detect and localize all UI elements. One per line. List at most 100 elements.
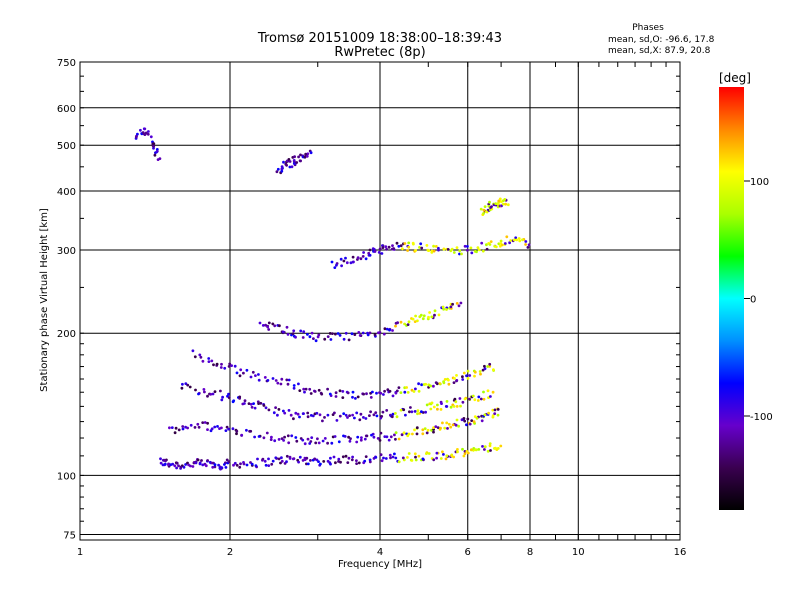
data-point bbox=[277, 457, 281, 461]
data-point bbox=[419, 242, 423, 246]
data-point bbox=[309, 414, 313, 417]
data-point bbox=[312, 337, 315, 340]
data-point bbox=[294, 436, 298, 439]
data-point bbox=[238, 374, 242, 378]
data-point bbox=[407, 245, 411, 249]
data-point bbox=[213, 425, 217, 429]
data-point bbox=[263, 459, 267, 463]
data-point bbox=[267, 457, 270, 461]
data-point bbox=[181, 382, 184, 386]
data-point bbox=[194, 461, 198, 465]
data-point bbox=[189, 464, 192, 468]
data-point bbox=[257, 373, 260, 376]
data-point bbox=[489, 449, 492, 452]
data-point bbox=[317, 388, 321, 392]
data-point bbox=[436, 407, 439, 411]
data-point bbox=[369, 396, 373, 399]
data-point bbox=[383, 327, 387, 331]
data-point bbox=[253, 435, 256, 439]
data-point bbox=[416, 319, 419, 323]
data-point bbox=[316, 437, 319, 441]
data-point bbox=[455, 374, 458, 377]
data-point bbox=[382, 456, 385, 460]
y-axis-label: Stationary phase Virtual Height [km] bbox=[39, 208, 50, 392]
data-point bbox=[221, 395, 225, 399]
data-point bbox=[459, 301, 463, 305]
data-point bbox=[512, 238, 516, 242]
data-point bbox=[414, 455, 417, 459]
data-point bbox=[267, 321, 271, 325]
data-point bbox=[227, 427, 231, 431]
data-point bbox=[400, 433, 404, 437]
data-point bbox=[493, 408, 497, 412]
data-point bbox=[279, 382, 283, 386]
data-point bbox=[348, 414, 351, 417]
data-point bbox=[368, 248, 372, 252]
data-point bbox=[306, 333, 309, 336]
data-point bbox=[452, 455, 455, 459]
data-point bbox=[455, 405, 459, 408]
colorbar: [deg] 100 0 -100 bbox=[719, 71, 773, 510]
data-point bbox=[369, 410, 372, 414]
data-point bbox=[441, 305, 445, 309]
data-point bbox=[269, 438, 273, 441]
data-point bbox=[347, 338, 351, 342]
data-point bbox=[375, 391, 378, 395]
data-point bbox=[350, 332, 354, 336]
data-point bbox=[460, 252, 463, 256]
data-point bbox=[387, 245, 391, 249]
data-point bbox=[333, 266, 337, 269]
data-point bbox=[390, 415, 394, 419]
data-point bbox=[365, 392, 368, 396]
data-point bbox=[180, 386, 184, 390]
data-point bbox=[196, 458, 200, 462]
chart-title: Tromsø 20151009 18:38:00–18:39:43 bbox=[257, 31, 502, 46]
data-point bbox=[302, 330, 306, 334]
data-point bbox=[410, 459, 414, 462]
data-point bbox=[267, 464, 271, 467]
data-point bbox=[458, 252, 461, 256]
colorbar-label: [deg] bbox=[719, 71, 751, 85]
data-point bbox=[308, 442, 312, 445]
x-axis-label: Frequency [MHz] bbox=[338, 559, 422, 570]
data-point bbox=[394, 412, 397, 415]
data-point bbox=[462, 454, 466, 458]
data-point bbox=[289, 413, 293, 417]
data-point bbox=[458, 249, 462, 253]
data-point bbox=[430, 401, 434, 405]
data-point bbox=[419, 313, 423, 317]
data-point bbox=[385, 435, 389, 439]
data-point bbox=[436, 426, 440, 429]
data-point bbox=[475, 416, 479, 420]
data-point bbox=[273, 439, 277, 443]
chart-subtitle: RwPretec (8p) bbox=[334, 45, 425, 60]
data-point bbox=[283, 435, 286, 439]
data-point bbox=[524, 243, 527, 246]
data-point bbox=[350, 458, 354, 462]
data-point bbox=[470, 419, 474, 422]
data-point bbox=[481, 249, 485, 253]
data-point bbox=[326, 335, 330, 338]
data-point bbox=[452, 381, 456, 384]
data-point bbox=[270, 435, 273, 439]
data-point bbox=[296, 412, 300, 416]
data-point bbox=[326, 441, 329, 445]
data-point bbox=[503, 198, 507, 201]
data-point bbox=[297, 382, 300, 386]
data-point bbox=[374, 411, 378, 414]
data-point bbox=[333, 411, 336, 415]
data-point bbox=[201, 463, 205, 467]
data-point bbox=[297, 155, 300, 159]
x-tick-label: 8 bbox=[527, 547, 533, 558]
data-point bbox=[499, 239, 503, 243]
data-point bbox=[292, 417, 295, 421]
data-point bbox=[413, 428, 416, 432]
data-point bbox=[274, 456, 278, 460]
data-point bbox=[483, 367, 487, 371]
data-point bbox=[224, 429, 228, 432]
data-point bbox=[186, 383, 190, 387]
data-point bbox=[334, 391, 338, 395]
data-point bbox=[443, 426, 447, 430]
data-point bbox=[422, 314, 426, 318]
data-point bbox=[453, 377, 456, 380]
